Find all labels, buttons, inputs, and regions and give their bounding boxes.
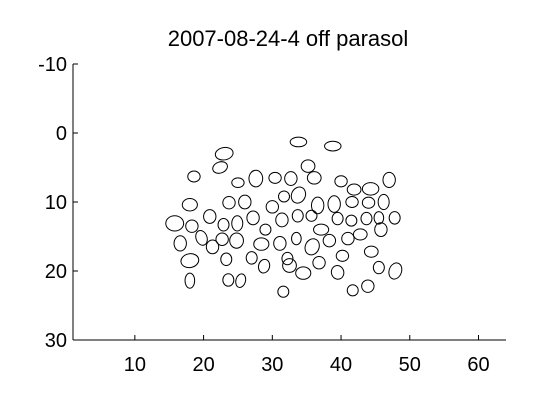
- receptive-field-ellipse: [360, 211, 373, 226]
- receptive-field-ellipse: [214, 146, 234, 161]
- receptive-field-ellipse: [281, 251, 294, 266]
- receptive-field-ellipse: [335, 249, 350, 262]
- receptive-field-ellipse: [345, 214, 358, 227]
- receptive-field-ellipse: [282, 258, 297, 273]
- receptive-field-ellipse: [203, 209, 217, 224]
- receptive-field-ellipse: [265, 200, 280, 214]
- receptive-field-ellipse: [322, 233, 337, 248]
- plot-axes: [72, 64, 506, 341]
- receptive-field-ellipse: [195, 230, 208, 246]
- receptive-field-ellipse: [334, 175, 348, 188]
- receptive-field-ellipse: [345, 195, 359, 209]
- receptive-field-ellipse: [220, 252, 233, 266]
- receptive-field-ellipse: [205, 239, 220, 255]
- receptive-field-ellipse: [235, 273, 247, 288]
- receptive-field-ellipse: [187, 170, 201, 183]
- x-tick-label: 50: [399, 354, 421, 376]
- receptive-field-ellipse: [361, 182, 380, 196]
- receptive-field-ellipse: [363, 245, 379, 258]
- receptive-field-ellipse: [245, 251, 258, 265]
- receptive-field-ellipse: [388, 262, 403, 280]
- receptive-field-ellipse: [341, 231, 355, 246]
- receptive-field-ellipse: [295, 266, 312, 280]
- receptive-field-ellipse: [382, 171, 396, 189]
- receptive-field-ellipse: [330, 265, 345, 280]
- y-tick-label: 10: [45, 192, 67, 214]
- receptive-field-ellipse: [327, 195, 341, 213]
- receptive-field-ellipse: [361, 279, 375, 293]
- receptive-field-ellipse: [361, 196, 376, 209]
- receptive-field-ellipse: [305, 209, 318, 222]
- y-tick-label: -10: [38, 54, 67, 76]
- receptive-field-ellipse: [185, 219, 199, 233]
- receptive-field-ellipse: [215, 232, 229, 246]
- chart-title: 2007-08-24-4 off parasol: [168, 26, 409, 51]
- receptive-field-ellipse: [180, 253, 200, 269]
- receptive-field-ellipse: [324, 140, 342, 152]
- receptive-field-ellipse: [313, 223, 330, 236]
- receptive-field-ellipse: [257, 258, 271, 274]
- receptive-field-ellipse: [222, 195, 236, 210]
- receptive-field-ellipse: [284, 171, 298, 186]
- x-tick-label: 40: [330, 354, 352, 376]
- receptive-field-ellipse: [217, 218, 230, 232]
- receptive-field-ellipse: [273, 236, 287, 251]
- receptive-field-ellipse: [259, 223, 272, 236]
- receptive-field-ellipse: [312, 256, 326, 270]
- x-tick-label: 30: [261, 354, 283, 376]
- receptive-field-ellipse: [346, 183, 362, 196]
- receptive-field-ellipse: [300, 159, 316, 173]
- receptive-field-ellipse: [304, 238, 320, 256]
- x-tick-label: 20: [192, 354, 214, 376]
- receptive-field-ellipse: [248, 169, 264, 188]
- receptive-field-ellipse: [310, 196, 325, 215]
- receptive-field-ellipse: [377, 193, 390, 211]
- receptive-field-ellipse: [238, 194, 252, 210]
- receptive-field-ellipse: [181, 198, 198, 212]
- y-tick-label: 30: [45, 330, 67, 352]
- receptive-field-ellipse: [278, 190, 290, 203]
- axis-ticks: 10 20 30 40 50 60 -10 0 10 20 30: [38, 54, 490, 376]
- x-tick-label: 60: [467, 354, 489, 376]
- receptive-field-ellipse: [388, 211, 401, 225]
- receptive-field-ellipse: [268, 171, 282, 184]
- x-tick-label: 10: [124, 354, 146, 376]
- receptive-field-ellipse: [253, 237, 270, 251]
- receptive-field-ellipse: [306, 171, 322, 185]
- receptive-field-ellipse: [246, 210, 260, 226]
- receptive-field-ellipse: [231, 177, 245, 189]
- receptive-field-ellipse: [290, 186, 307, 204]
- receptive-field-ellipse: [289, 136, 308, 148]
- receptive-field-ellipse: [346, 284, 359, 297]
- y-tick-label: 20: [45, 261, 67, 283]
- receptive-field-ellipse: [331, 211, 344, 226]
- y-tick-label: 0: [56, 123, 67, 145]
- receptive-field-ellipse: [291, 209, 304, 223]
- receptive-field-ellipse: [373, 211, 385, 225]
- receptive-field-ellipse: [222, 273, 235, 287]
- receptive-field-ellipses: [165, 136, 403, 298]
- receptive-field-ellipse: [291, 231, 302, 246]
- receptive-field-ellipse: [374, 222, 388, 238]
- receptive-field-ellipse: [229, 232, 244, 249]
- receptive-field-ellipse: [184, 272, 196, 289]
- receptive-field-ellipse: [275, 212, 289, 228]
- receptive-field-ellipse: [165, 215, 185, 232]
- receptive-field-ellipse: [372, 260, 385, 275]
- receptive-field-ellipse: [212, 161, 228, 174]
- receptive-field-ellipse: [231, 215, 244, 232]
- receptive-field-ellipse: [173, 235, 187, 252]
- receptive-field-ellipse: [352, 228, 368, 241]
- receptive-field-ellipse: [277, 285, 290, 298]
